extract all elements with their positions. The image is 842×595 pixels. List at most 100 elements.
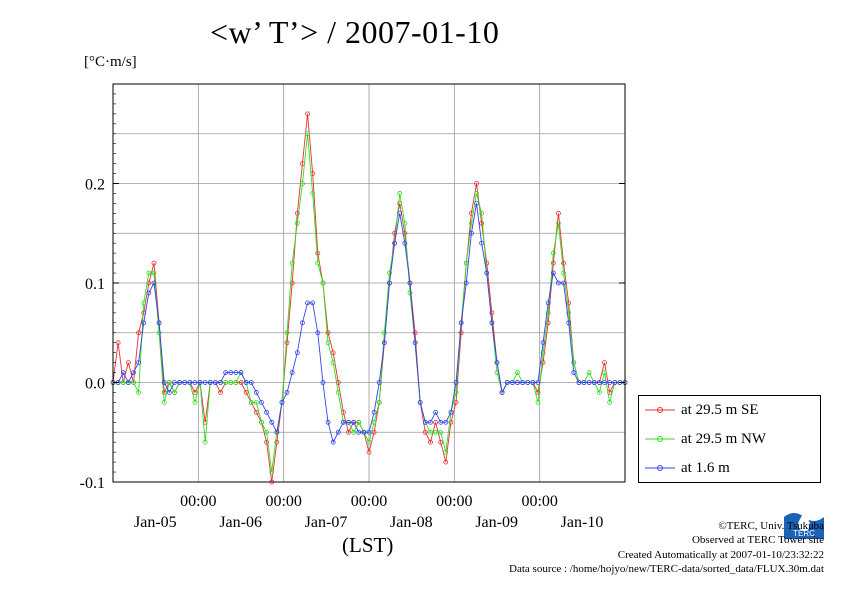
data-point xyxy=(192,399,198,405)
x-tick-date-label: Jan-06 xyxy=(219,514,262,531)
data-point xyxy=(289,260,295,266)
data-point xyxy=(264,439,270,445)
data-point xyxy=(468,230,474,236)
legend-item-low: at 1.6 m xyxy=(643,458,730,478)
data-point xyxy=(376,399,382,405)
data-point xyxy=(561,270,566,276)
data-point xyxy=(259,399,264,405)
copyright-text: ©TERC, Univ. Tsukuba xyxy=(718,520,824,532)
data-point xyxy=(535,390,541,395)
data-point xyxy=(474,191,479,196)
data-point xyxy=(253,409,259,415)
data-point xyxy=(269,419,275,425)
data-point xyxy=(182,380,188,385)
data-point xyxy=(351,419,357,425)
data-point xyxy=(433,429,438,435)
data-point xyxy=(320,280,326,286)
data-point xyxy=(545,320,551,326)
data-point xyxy=(428,439,433,445)
data-point xyxy=(125,360,131,366)
legend-swatch-se xyxy=(645,407,675,413)
series-line xyxy=(113,133,625,473)
data-point xyxy=(576,380,582,385)
data-point xyxy=(279,399,285,405)
data-point xyxy=(361,429,367,435)
data-point xyxy=(412,340,418,346)
data-point xyxy=(228,380,234,385)
data-point xyxy=(351,429,357,435)
data-point xyxy=(494,360,500,366)
data-point xyxy=(438,429,444,435)
data-point xyxy=(479,220,485,226)
data-point xyxy=(305,111,310,117)
data-point xyxy=(156,320,162,326)
x-tick-date-label: Jan-09 xyxy=(475,514,518,531)
data-point xyxy=(141,320,147,326)
data-point xyxy=(115,340,121,346)
data-point xyxy=(566,310,572,316)
data-point xyxy=(607,380,613,385)
data-point xyxy=(535,380,541,385)
data-point xyxy=(438,439,444,445)
data-point xyxy=(525,380,531,385)
data-point xyxy=(207,380,213,385)
data-point xyxy=(274,429,280,435)
legend-label-nw: at 29.5 m NW xyxy=(681,430,766,447)
data-point xyxy=(561,280,566,286)
data-point xyxy=(366,429,372,435)
data-point xyxy=(550,260,556,266)
data-point xyxy=(438,419,444,425)
data-point xyxy=(172,380,177,385)
data-point xyxy=(284,330,290,336)
data-point xyxy=(340,419,346,425)
data-point xyxy=(402,240,408,246)
data-point xyxy=(305,300,310,306)
data-point xyxy=(274,439,280,445)
data-point xyxy=(433,419,438,425)
legend-item-nw: at 29.5 m NW xyxy=(643,429,766,449)
terc-logo: TERC xyxy=(784,503,824,539)
data-point xyxy=(428,429,433,435)
data-point xyxy=(151,260,157,266)
x-tick-time-label: 00:00 xyxy=(521,493,557,510)
y-tick-label: 0.1 xyxy=(85,276,105,293)
data-point xyxy=(131,380,136,385)
site-text: Observed at TERC Tower site xyxy=(691,534,824,547)
data-point xyxy=(591,380,597,385)
x-tick-date-label: Jan-07 xyxy=(305,514,348,531)
data-point xyxy=(489,310,495,316)
data-point xyxy=(264,429,270,435)
data-point xyxy=(402,220,408,226)
data-point xyxy=(218,380,223,385)
data-point xyxy=(602,370,607,375)
data-point xyxy=(489,320,495,326)
data-point xyxy=(136,390,142,395)
data-point xyxy=(571,360,577,366)
data-point xyxy=(540,350,546,356)
data-point xyxy=(325,330,331,336)
data-point xyxy=(458,330,464,336)
data-point xyxy=(540,360,546,366)
legend-item-se: at 29.5 m SE xyxy=(643,400,759,420)
data-point xyxy=(448,409,454,415)
data-point xyxy=(156,330,162,336)
data-point xyxy=(131,370,136,375)
data-point xyxy=(530,380,536,385)
data-point xyxy=(366,439,372,445)
data-point xyxy=(315,260,321,266)
data-point xyxy=(371,409,377,415)
legend: at 29.5 m SE at 29.5 m NW at 1.6 m xyxy=(638,395,821,483)
data-point xyxy=(397,191,403,196)
data-point xyxy=(243,390,249,395)
data-point xyxy=(602,380,607,385)
x-tick-time-label: 00:00 xyxy=(351,493,387,510)
data-point xyxy=(325,340,331,346)
data-point xyxy=(289,370,295,375)
data-point xyxy=(407,290,413,296)
data-point xyxy=(253,399,259,405)
data-point xyxy=(407,280,413,286)
data-point xyxy=(540,340,546,346)
data-point xyxy=(310,300,316,306)
data-point xyxy=(264,409,270,415)
